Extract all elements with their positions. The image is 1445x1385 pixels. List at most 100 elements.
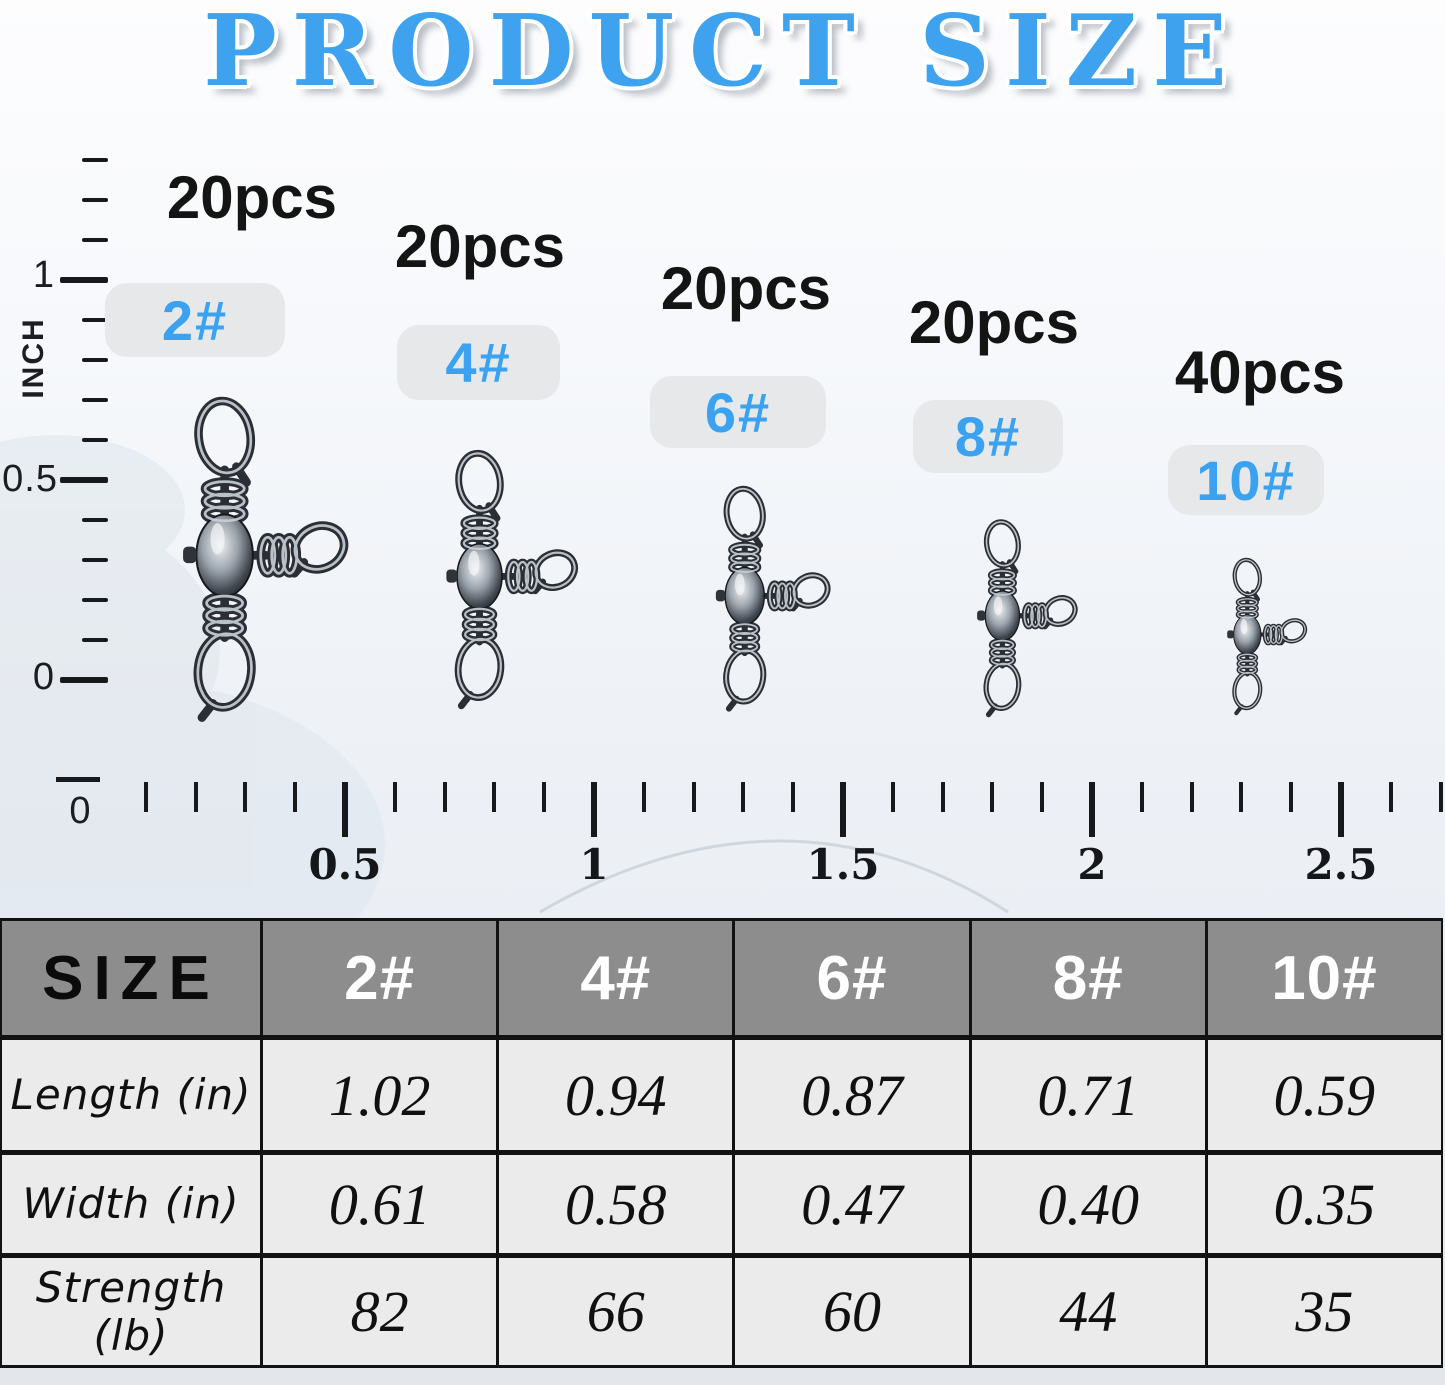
horizontal-ruler-tick	[940, 782, 945, 812]
vertical-ruler-tick	[82, 238, 108, 242]
vruler-label-1: 1	[32, 254, 54, 296]
row-label-strength: Strength (lb)	[2, 1258, 260, 1365]
hruler-label-0: 0	[69, 790, 91, 832]
row-label-strength-text: Strength (lb)	[35, 1263, 227, 1360]
swivel-image-4	[420, 447, 589, 722]
hruler-label-1: 1	[579, 840, 609, 889]
vertical-ruler-tick	[82, 398, 108, 402]
table-header-row: SIZE 2# 4# 6# 8# 10#	[0, 918, 1443, 1038]
table-row-length: Length (in) 1.02 0.94 0.87 0.71 0.59	[0, 1037, 1443, 1153]
width-2-value: 0.61	[328, 1171, 431, 1237]
length-6-value: 0.87	[801, 1062, 903, 1128]
vertical-ruler-tick	[82, 438, 108, 442]
qty-label-2: 20pcs	[166, 164, 338, 231]
vruler-label-0: 0	[32, 656, 54, 698]
width-8: 0.40	[968, 1155, 1205, 1253]
length-6: 0.87	[732, 1040, 968, 1150]
size-badge-2-label: 2#	[161, 288, 229, 352]
vertical-ruler-tick	[60, 677, 108, 683]
size-badge-6-label: 6#	[704, 380, 772, 444]
width-4-value: 0.58	[565, 1171, 667, 1237]
size-badge-6: 6#	[650, 376, 826, 448]
horizontal-ruler-tick	[591, 782, 597, 837]
horizontal-ruler-tick	[1040, 782, 1045, 812]
table-header-10-label: 10#	[1271, 943, 1378, 1013]
row-label-width: Width (in)	[2, 1155, 260, 1253]
table-header-4-label: 4#	[580, 943, 652, 1013]
length-4: 0.94	[496, 1040, 732, 1150]
page-title: PRODUCT SIZE	[203, 0, 1242, 109]
width-8-value: 0.40	[1037, 1171, 1139, 1237]
vertical-ruler-tick	[82, 558, 108, 562]
hruler-label-0-5: 0.5	[308, 840, 382, 889]
table-row-strength: Strength (lb) 82 66 60 44 35	[0, 1255, 1443, 1368]
horizontal-ruler-tick	[1139, 782, 1144, 812]
table-header-6-label: 6#	[816, 943, 888, 1013]
size-badge-2: 2#	[105, 283, 285, 357]
horizontal-ruler-tick	[293, 782, 298, 812]
strength-6-value: 60	[823, 1279, 881, 1344]
size-badge-4-label: 4#	[445, 331, 512, 394]
table-header-6: 6#	[732, 921, 968, 1035]
horizontal-ruler-tick	[1239, 782, 1244, 812]
row-label-width-text: Width (in)	[22, 1179, 240, 1229]
size-badge-10: 10#	[1168, 445, 1324, 515]
hruler-origin-tick	[56, 777, 100, 782]
length-10: 0.59	[1204, 1040, 1441, 1150]
horizontal-ruler-tick	[1289, 782, 1294, 812]
width-2: 0.61	[260, 1155, 496, 1253]
length-8-value: 0.71	[1037, 1062, 1139, 1128]
length-2-value: 1.02	[328, 1062, 431, 1128]
vruler-unit-label: INCH	[17, 317, 50, 399]
strength-10: 35	[1204, 1258, 1441, 1365]
table-row-width: Width (in) 0.61 0.58 0.47 0.40 0.35	[0, 1152, 1443, 1256]
length-4-value: 0.94	[565, 1062, 667, 1128]
vruler-label-0-5: 0.5	[2, 458, 58, 500]
horizontal-ruler-tick	[1189, 782, 1194, 812]
size-badge-8: 8#	[913, 400, 1063, 473]
width-6: 0.47	[732, 1155, 968, 1253]
horizontal-ruler-tick	[1089, 782, 1095, 837]
horizontal-ruler-tick	[193, 782, 198, 812]
horizontal-ruler-tick	[442, 782, 447, 812]
horizontal-ruler-tick	[542, 782, 547, 812]
vertical-ruler-tick	[82, 198, 108, 202]
qty-label-4: 20pcs	[394, 213, 566, 280]
vertical-ruler-tick	[82, 598, 108, 602]
vertical-ruler-tick	[82, 358, 108, 362]
vertical-ruler-tick	[82, 158, 108, 162]
horizontal-ruler-tick	[990, 782, 995, 812]
length-10-value: 0.59	[1273, 1062, 1376, 1128]
vertical-ruler-tick	[60, 477, 108, 483]
qty-label-6: 20pcs	[660, 255, 832, 322]
table-header-4: 4#	[496, 921, 732, 1035]
size-badge-8-label: 8#	[954, 405, 1022, 468]
horizontal-ruler-tick	[890, 782, 895, 812]
vertical-ruler-tick	[82, 318, 108, 322]
strength-8: 44	[968, 1258, 1205, 1365]
width-10-value: 0.35	[1273, 1171, 1376, 1237]
table-header-size: SIZE	[2, 921, 260, 1035]
horizontal-ruler-tick	[143, 782, 148, 812]
strength-4-value: 66	[586, 1279, 645, 1344]
strength-2: 82	[260, 1258, 496, 1365]
horizontal-ruler-tick	[342, 782, 348, 837]
strength-6: 60	[732, 1258, 968, 1365]
swivel-image-8	[957, 517, 1086, 727]
width-4: 0.58	[496, 1155, 732, 1253]
strength-8-value: 44	[1059, 1279, 1118, 1344]
swivel-image-10	[1211, 556, 1314, 723]
width-10: 0.35	[1204, 1155, 1441, 1253]
size-badge-4: 4#	[397, 325, 560, 400]
table-header-8-label: 8#	[1052, 943, 1124, 1013]
qty-label-10: 40pcs	[1174, 339, 1346, 406]
width-6-value: 0.47	[801, 1171, 903, 1237]
strength-2-value: 82	[350, 1279, 409, 1344]
vertical-ruler-tick	[82, 638, 108, 642]
strength-4: 66	[496, 1258, 732, 1365]
table-header-8: 8#	[968, 921, 1205, 1035]
qty-label-8: 20pcs	[908, 289, 1080, 356]
hruler-label-2: 2	[1077, 840, 1107, 889]
